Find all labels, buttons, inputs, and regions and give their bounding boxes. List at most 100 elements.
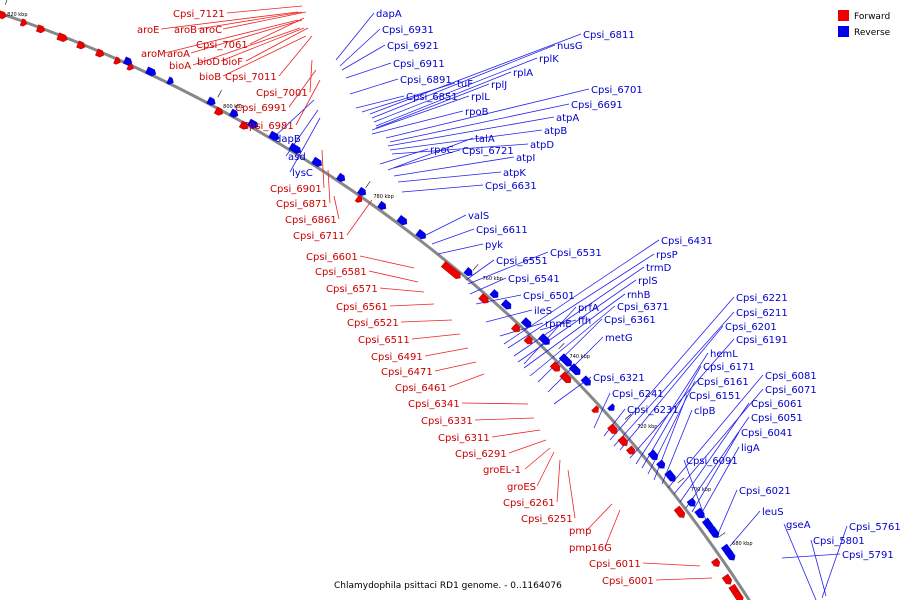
forward-gene-label-cpsi-6981: Cpsi_6981: [242, 121, 294, 132]
scale-ticks: 820 kbp 800 kbp 780 kbp 760 kbp 740 kbp 720 k…: [5, 0, 753, 547]
forward-gene-label-cpsi-6251: Cpsi_6251: [521, 514, 573, 525]
reverse-leader-line: [699, 446, 740, 517]
reverse-leader-line: [783, 523, 817, 600]
forward-gene-15: [510, 323, 520, 333]
reverse-gene-label-cpsi-6361: Cpsi_6361: [604, 315, 656, 326]
reverse-gene-12: [396, 214, 408, 226]
reverse-gene-label-cpsi-6161: Cpsi_6161: [697, 377, 749, 388]
reverse-gene-label-asd: asd: [288, 152, 306, 163]
forward-gene-21: [617, 435, 628, 446]
reverse-gene-label-cpsi-6191: Cpsi_6191: [736, 335, 788, 346]
reverse-gene-8: [311, 156, 322, 167]
reverse-gene-label-cpsi-6201: Cpsi_6201: [725, 322, 777, 333]
scale-tick-label: 780 kbp: [373, 194, 393, 200]
forward-gene-label-cpsi-6581: Cpsi_6581: [315, 267, 367, 278]
forward-gene-label-cpsi-6461: Cpsi_6461: [395, 383, 447, 394]
forward-leader-line: [411, 333, 461, 340]
forward-gene-7: [95, 48, 105, 58]
reverse-leader-line: [717, 489, 738, 535]
reverse-gene-23: [647, 449, 659, 460]
forward-gene-label-pmp16g: pmp16G: [569, 543, 612, 554]
forward-leader-line: [288, 69, 317, 108]
scale-tick-label: 720 kbp: [637, 424, 657, 430]
forward-leader-line: [226, 5, 303, 14]
reverse-leader-line: [431, 228, 475, 245]
legend-forward-label: Forward: [854, 12, 890, 22]
forward-gene-16: [523, 335, 533, 345]
reverse-gene-label-clpb: clpB: [694, 406, 716, 417]
forward-gene-label-cpsi-6511: Cpsi_6511: [358, 335, 410, 346]
reverse-leader-line: [467, 251, 549, 285]
reverse-leader-line: [349, 78, 399, 95]
forward-leader-line: [359, 255, 415, 269]
legend-forward-swatch: [838, 10, 849, 21]
reverse-gene-label-cpsi-6551: Cpsi_6551: [496, 256, 548, 267]
forward-gene-label-cpsi-6521: Cpsi_6521: [347, 318, 399, 329]
reverse-leader-line: [387, 137, 474, 171]
forward-gene-label-cpsi-6571: Cpsi_6571: [326, 284, 378, 295]
reverse-gene-label-nusg: nusG: [557, 41, 583, 52]
forward-gene-label-cpsi-7001: Cpsi_7001: [256, 88, 308, 99]
reverse-gene-label-cpsi-5801: Cpsi_5801: [813, 536, 865, 547]
reverse-leader-line: [667, 374, 764, 489]
forward-gene-label-cpsi-7061: Cpsi_7061: [196, 40, 248, 51]
forward-leader-line: [164, 19, 299, 54]
reverse-gene-label-cpsi-6071: Cpsi_6071: [765, 385, 817, 396]
reverse-leader-line: [397, 171, 502, 183]
reverse-gene-label-dapb: dapB: [275, 134, 301, 145]
reverse-leader-line: [661, 409, 693, 485]
forward-gene-label-cpsi-6491: Cpsi_6491: [371, 352, 423, 363]
forward-leader-line: [389, 303, 435, 307]
forward-gene-23: [673, 505, 686, 518]
reverse-gene-label-liga: ligA: [741, 443, 760, 454]
forward-gene-19: [591, 405, 599, 413]
forward-gene-18: [559, 371, 572, 384]
reverse-gene-29: [707, 525, 720, 538]
reverse-gene-label-cpsi-6701: Cpsi_6701: [591, 85, 643, 96]
reverse-gene-label-rpls: rplS: [638, 276, 658, 287]
reverse-gene-label-rplk: rplK: [539, 54, 559, 65]
forward-leader-line: [321, 149, 325, 189]
reverse-leader-line: [499, 322, 544, 337]
reverse-leader-line: [371, 110, 464, 135]
forward-leader-line: [160, 11, 299, 30]
forward-gene-label-cpsi-6711: Cpsi_6711: [293, 231, 345, 242]
reverse-leader-line: [371, 95, 470, 131]
reverse-leader-line: [385, 88, 590, 139]
scale-tick: [718, 532, 726, 538]
reverse-leader-line: [393, 156, 515, 177]
reverse-gene-label-cpsi-6811: Cpsi_6811: [583, 30, 635, 41]
forward-leader-line: [642, 562, 701, 567]
legend: Forward Reverse: [838, 10, 891, 38]
forward-leader-line: [567, 469, 576, 519]
reverse-gene-label-cpsi-6911: Cpsi_6911: [393, 59, 445, 70]
reverse-gene-31: [725, 549, 736, 561]
scale-tick-label: 740 kbp: [570, 354, 590, 360]
forward-gene-label-cpsi-6861: Cpsi_6861: [285, 215, 337, 226]
reverse-gene-label-atpd: atpD: [530, 140, 554, 151]
reverse-gene-16: [500, 299, 512, 310]
forward-gene-label-cpsi-6001: Cpsi_6001: [602, 576, 654, 587]
forward-gene-label-bioa: bioA: [169, 61, 191, 72]
forward-gene-label-arom: aroM: [141, 49, 166, 60]
reverse-leader-line: [369, 33, 582, 115]
reverse-gene-18: [538, 333, 550, 345]
reverse-leader-line: [401, 184, 484, 193]
reverse-leader-line: [810, 539, 827, 597]
reverse-leader-line: [537, 318, 603, 383]
forward-leader-line: [491, 429, 541, 438]
forward-gene-24: [711, 557, 721, 567]
reverse-gene-3: [206, 96, 216, 106]
reverse-leader-line: [523, 293, 626, 369]
scale-tick: [217, 89, 222, 98]
forward-leader-line: [249, 17, 305, 45]
genome-title: Chlamydophila psittaci RD1 genome. - 0..…: [334, 581, 562, 591]
reverse-gene-label-rpme: rpmE: [545, 319, 572, 330]
reverse-leader-line: [355, 95, 405, 109]
forward-gene-label-groes: groES: [507, 482, 536, 493]
reverse-leader-line: [547, 336, 604, 393]
forward-gene-25: [721, 573, 733, 585]
reverse-leader-line: [513, 266, 645, 357]
scale-tick: [472, 264, 479, 271]
